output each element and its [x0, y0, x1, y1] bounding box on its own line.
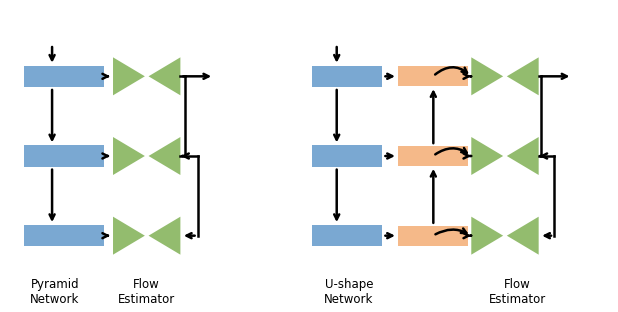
- Bar: [398, 66, 468, 86]
- Polygon shape: [148, 217, 180, 255]
- Bar: [398, 226, 468, 246]
- Polygon shape: [507, 217, 539, 255]
- Polygon shape: [472, 57, 503, 95]
- Polygon shape: [113, 57, 145, 95]
- Polygon shape: [507, 137, 539, 175]
- Polygon shape: [148, 57, 180, 95]
- Bar: [312, 66, 383, 87]
- Bar: [312, 225, 383, 246]
- Polygon shape: [472, 137, 503, 175]
- Text: Pyramid
Network: Pyramid Network: [30, 278, 80, 306]
- Bar: [398, 146, 468, 166]
- Polygon shape: [507, 57, 539, 95]
- Text: Flow
Estimator: Flow Estimator: [118, 278, 176, 306]
- Bar: [312, 145, 383, 167]
- Polygon shape: [472, 217, 503, 255]
- Text: Flow
Estimator: Flow Estimator: [489, 278, 546, 306]
- Bar: [24, 66, 104, 87]
- Bar: [24, 225, 104, 246]
- Bar: [24, 145, 104, 167]
- Polygon shape: [113, 217, 145, 255]
- Text: U-shape
Network: U-shape Network: [324, 278, 373, 306]
- Polygon shape: [113, 137, 145, 175]
- Polygon shape: [148, 137, 180, 175]
